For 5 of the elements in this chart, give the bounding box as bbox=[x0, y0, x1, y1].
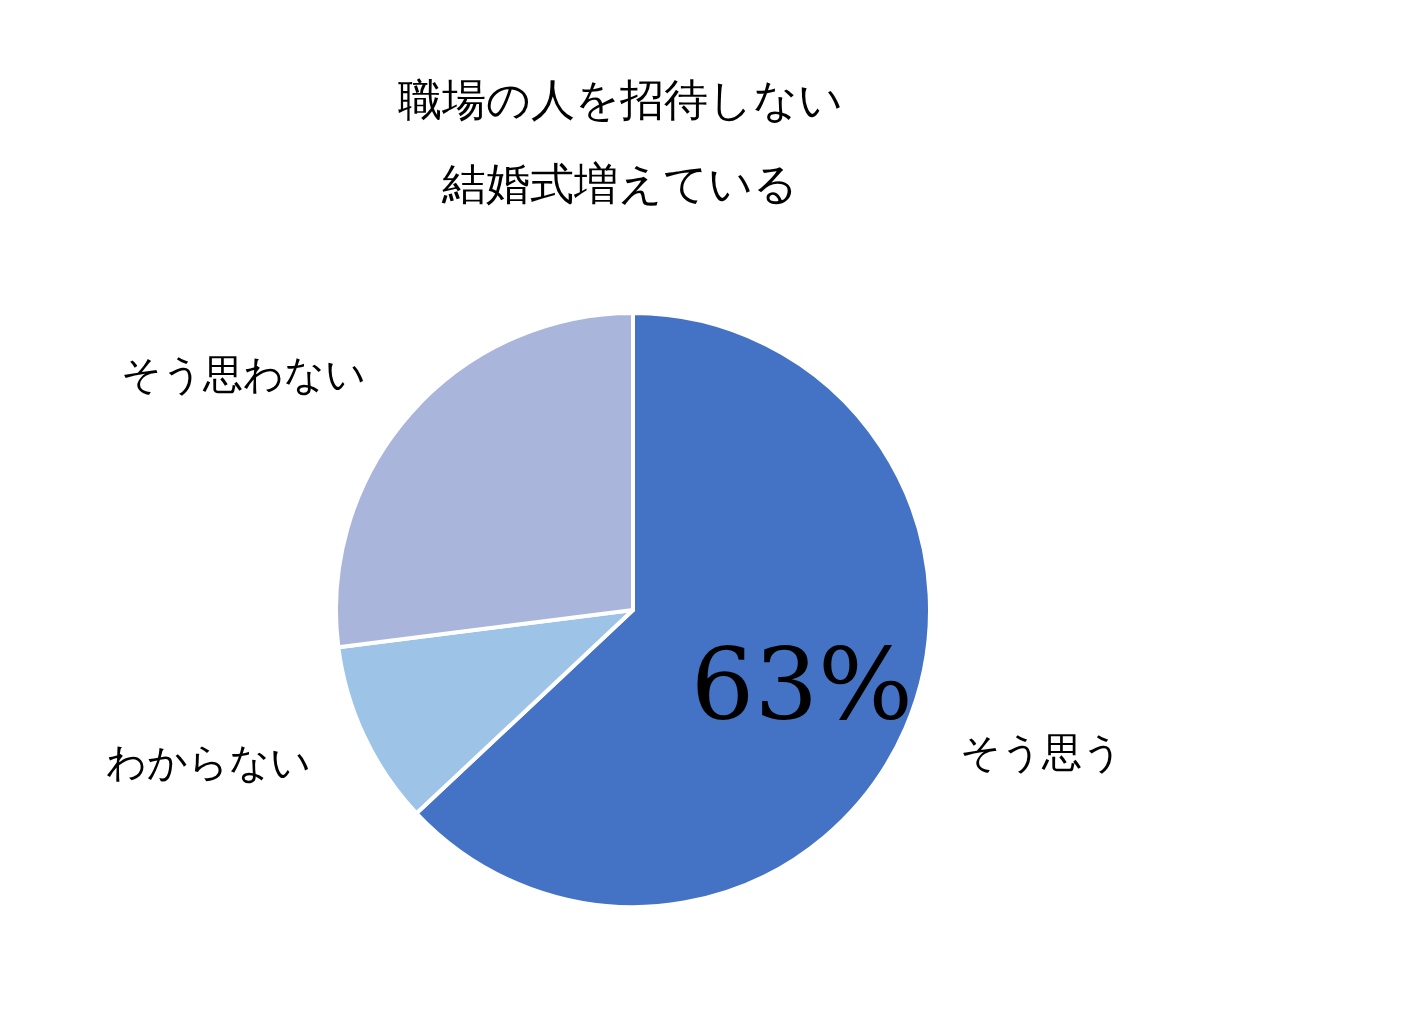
slice-label: そう思う bbox=[960, 728, 1124, 775]
slice-label: そう思わない bbox=[120, 351, 366, 398]
chart-title: 職場の人を招待しない結婚式増えている bbox=[396, 73, 844, 211]
slice-label: わからない bbox=[105, 738, 311, 785]
data-label: 63% bbox=[690, 626, 914, 744]
